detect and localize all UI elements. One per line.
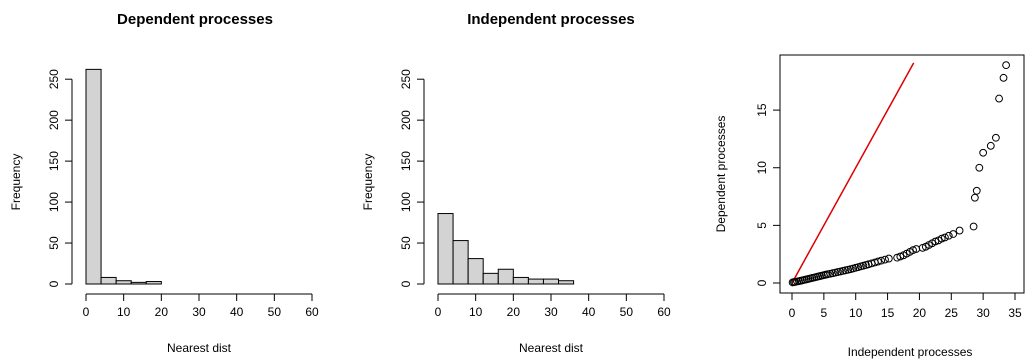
x-tick-label: 20 bbox=[507, 305, 521, 319]
y-tick-label: 250 bbox=[47, 69, 61, 89]
x-tick-label: 20 bbox=[155, 305, 169, 319]
histogram-bar bbox=[85, 68, 102, 285]
y-tick-label: 100 bbox=[399, 192, 413, 212]
x-tick-label: 0 bbox=[435, 305, 442, 319]
bars-dependent bbox=[85, 68, 162, 285]
qq-point bbox=[1002, 61, 1010, 70]
y-tick-label: 0 bbox=[399, 280, 413, 287]
qq-point bbox=[969, 222, 978, 231]
x-tick-label: 40 bbox=[582, 305, 596, 319]
y-tick-label: 0 bbox=[755, 279, 769, 286]
y-axis-label-independent: Frequency bbox=[361, 154, 375, 211]
reference-line bbox=[791, 62, 915, 284]
qq-point bbox=[970, 193, 979, 202]
qq-point bbox=[999, 73, 1008, 82]
histogram-independent: Independent processes Nearest dist Frequ… bbox=[361, 11, 671, 355]
histogram-bar bbox=[482, 272, 499, 285]
qq-plot: Independent processes Dependent processe… bbox=[714, 54, 1025, 359]
histogram-bar bbox=[497, 268, 514, 285]
qq-point bbox=[979, 148, 988, 157]
x-tick-label: 0 bbox=[789, 306, 796, 320]
histogram-bar bbox=[527, 278, 544, 285]
qq-point bbox=[991, 133, 1000, 142]
x-tick-label: 10 bbox=[849, 306, 863, 320]
y-tick-label: 50 bbox=[47, 236, 61, 250]
x-tick-label: 30 bbox=[544, 305, 558, 319]
x-tick-label: 10 bbox=[469, 305, 483, 319]
x-tick-label: 0 bbox=[83, 305, 90, 319]
x-tick-label: 60 bbox=[657, 305, 671, 319]
qq-point bbox=[881, 255, 889, 264]
x-tick-label: 30 bbox=[976, 306, 990, 320]
qq-point bbox=[874, 257, 882, 266]
y-axis-label-dependent: Frequency bbox=[9, 154, 23, 211]
x-tick-label: 30 bbox=[192, 305, 206, 319]
x-tick-label: 50 bbox=[268, 305, 282, 319]
y-tick-label: 5 bbox=[755, 222, 769, 229]
qq-point bbox=[949, 230, 958, 238]
x-tick-label: 60 bbox=[305, 305, 319, 319]
histogram-bar bbox=[145, 281, 162, 285]
y-tick-label: 150 bbox=[47, 151, 61, 171]
plot-frame bbox=[779, 54, 1025, 294]
histogram-bar bbox=[115, 280, 132, 285]
x-tick-label: 15 bbox=[881, 306, 895, 320]
y-tick-label: 150 bbox=[399, 151, 413, 171]
x-axis-label-qq: Independent processes bbox=[848, 345, 973, 359]
y-tick-label: 10 bbox=[755, 161, 769, 175]
x-tick-label: 20 bbox=[913, 306, 927, 320]
histogram-bar bbox=[100, 276, 117, 285]
x-tick-label: 40 bbox=[230, 305, 244, 319]
histogram-bar bbox=[512, 276, 529, 285]
qq-point bbox=[941, 233, 949, 242]
qq-point bbox=[986, 141, 995, 150]
axes-qq: 0 5 10 15 20 25 30 35 0 5 10 15 bbox=[755, 103, 1022, 320]
qq-point bbox=[944, 231, 953, 240]
x-tick-label: 10 bbox=[117, 305, 131, 319]
histogram-bar bbox=[437, 213, 454, 285]
y-tick-label: 200 bbox=[399, 110, 413, 130]
qq-points bbox=[788, 61, 1010, 287]
qq-point bbox=[972, 186, 981, 195]
qq-point bbox=[995, 94, 1003, 103]
x-tick-label: 35 bbox=[1008, 306, 1022, 320]
x-axis-label-independent: Nearest dist bbox=[519, 341, 584, 355]
x-tick-label: 50 bbox=[620, 305, 634, 319]
bars-independent bbox=[437, 213, 575, 285]
chart-title-independent: Independent processes bbox=[467, 11, 635, 28]
histogram-bar bbox=[130, 281, 147, 285]
y-tick-label: 100 bbox=[47, 192, 61, 212]
y-tick-label: 0 bbox=[47, 280, 61, 287]
qq-point bbox=[975, 163, 984, 172]
chart-title-dependent: Dependent processes bbox=[117, 11, 273, 28]
axes-independent: 0 10 20 30 40 50 60 0 50 100 150 200 250 bbox=[399, 69, 671, 319]
x-tick-label: 25 bbox=[945, 306, 959, 320]
reference-line-segment bbox=[791, 62, 915, 284]
x-axis-label-dependent: Nearest dist bbox=[167, 341, 232, 355]
histogram-bar bbox=[467, 258, 484, 285]
qq-point bbox=[877, 256, 886, 265]
histogram-bar bbox=[558, 280, 575, 285]
y-tick-label: 250 bbox=[399, 69, 413, 89]
histogram-bar bbox=[542, 278, 560, 285]
qq-point bbox=[955, 226, 964, 235]
y-axis-label-qq: Dependent processes bbox=[714, 116, 728, 233]
qq-point bbox=[884, 254, 893, 263]
y-tick-label: 200 bbox=[47, 110, 61, 130]
y-tick-label: 50 bbox=[399, 236, 413, 250]
x-tick-label: 5 bbox=[821, 306, 828, 320]
histogram-dependent: Dependent processes Nearest dist Frequen… bbox=[9, 11, 319, 355]
y-tick-label: 15 bbox=[755, 103, 769, 117]
histogram-bar bbox=[452, 240, 469, 285]
axes-dependent: 0 10 20 30 40 50 60 0 50 100 150 200 250 bbox=[47, 69, 319, 319]
